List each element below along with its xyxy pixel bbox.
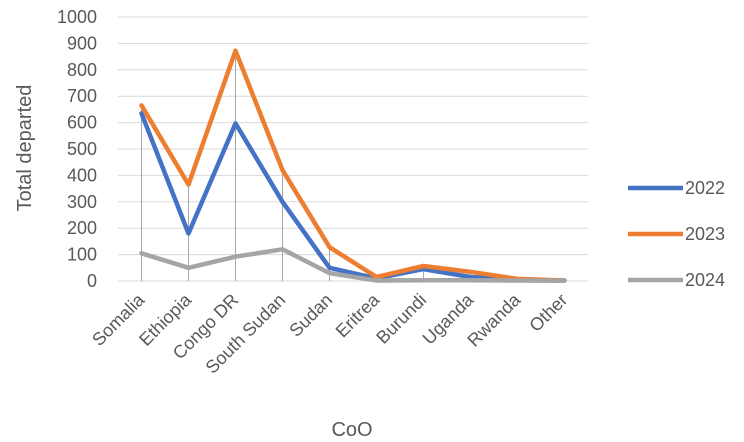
x-tick-label: Other (525, 290, 571, 336)
series-line-2023 (142, 51, 565, 281)
y-tick-label: 900 (67, 33, 97, 53)
y-tick-label: 600 (67, 113, 97, 133)
y-axis-title: Total departed (14, 85, 36, 212)
x-tick-label: Burundi (372, 290, 430, 348)
legend-label: 2022 (685, 178, 725, 198)
legend: 2022 2023 2024 (628, 178, 725, 290)
y-tick-label: 700 (67, 86, 97, 106)
drop-lines (142, 51, 565, 281)
y-tick-label: 100 (67, 245, 97, 265)
y-tick-label: 0 (87, 271, 97, 291)
x-tick-label: Rwanda (463, 289, 525, 351)
y-tick-label: 1000 (57, 7, 97, 27)
y-tick-label: 800 (67, 60, 97, 80)
x-axis-title: CoO (331, 419, 372, 441)
y-tick-label: 200 (67, 218, 97, 238)
y-tick-label: 500 (67, 139, 97, 159)
x-tick-label: Sudan (285, 290, 336, 341)
y-tick-label: 300 (67, 192, 97, 212)
legend-label: 2023 (685, 224, 725, 244)
y-axis-ticks: 0 100 200 300 400 500 600 700 800 900 1000 (57, 7, 97, 291)
series-lines (142, 51, 565, 281)
y-tick-label: 400 (67, 165, 97, 185)
legend-label: 2024 (685, 270, 725, 290)
